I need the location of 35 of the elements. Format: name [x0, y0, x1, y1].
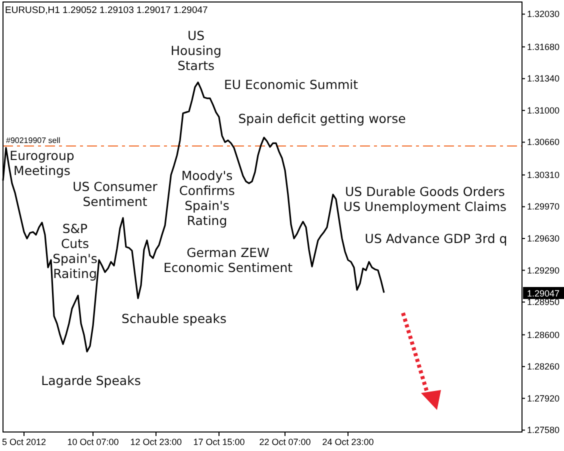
y-tick-label: 1.29970: [527, 202, 560, 212]
annotation: US Durable Goods Orders US Unemployment Claims: [343, 184, 507, 214]
x-tick-label: 24 Oct 23:00: [322, 437, 374, 447]
y-tick-label: 1.30660: [527, 137, 560, 148]
x-tick-label: 12 Oct 23:00: [130, 437, 182, 447]
x-tick-label: 10 Oct 07:00: [67, 437, 119, 447]
annotation: EU Economic Summit: [224, 77, 358, 92]
y-tick-label: 1.31680: [527, 42, 560, 52]
y-tick-label: 1.31000: [527, 105, 560, 116]
y-tick-label: 1.29630: [527, 234, 560, 244]
y-tick-label: 1.29290: [527, 265, 560, 276]
annotation: US Advance GDP 3rd q: [364, 231, 508, 246]
x-tick-label: 22 Oct 07:00: [259, 437, 311, 447]
y-tick-label: 1.32030: [527, 9, 560, 20]
annotation: German ZEW Economic Sentiment: [163, 245, 293, 275]
annotation: Moody's Confirms Spain's Rating: [179, 168, 235, 228]
y-tick-label: 1.28950: [527, 297, 560, 308]
x-tick-label: 17 Oct 15:00: [193, 437, 245, 447]
annotation: US Consumer Sentiment: [72, 179, 158, 209]
y-tick-label: 1.31340: [527, 74, 560, 84]
y-tick-label: 1.27580: [527, 425, 560, 436]
y-tick-label: 1.28600: [527, 330, 560, 340]
chart-title: EURUSD,H1 1.29052 1.29103 1.29017 1.29047: [5, 5, 208, 16]
annotation: Schauble speaks: [122, 311, 226, 326]
annotation: Eurogroup Meetings: [10, 148, 74, 178]
y-tick-label: 1.30310: [527, 170, 560, 180]
annotation: S&P Cuts Spain's Raiting: [52, 221, 98, 281]
x-tick-label: 5 Oct 2012: [2, 437, 46, 447]
annotation: US Housing Starts: [170, 28, 222, 73]
ref-line-label: #90219907 sell: [6, 136, 60, 145]
y-tick-label: 1.28260: [527, 362, 560, 372]
text: 1.29047: [527, 288, 560, 298]
annotation: Lagarde Speaks: [41, 373, 141, 388]
annotation: Spain deficit getting worse: [238, 111, 406, 126]
y-tick-label: 1.27920: [527, 393, 560, 404]
